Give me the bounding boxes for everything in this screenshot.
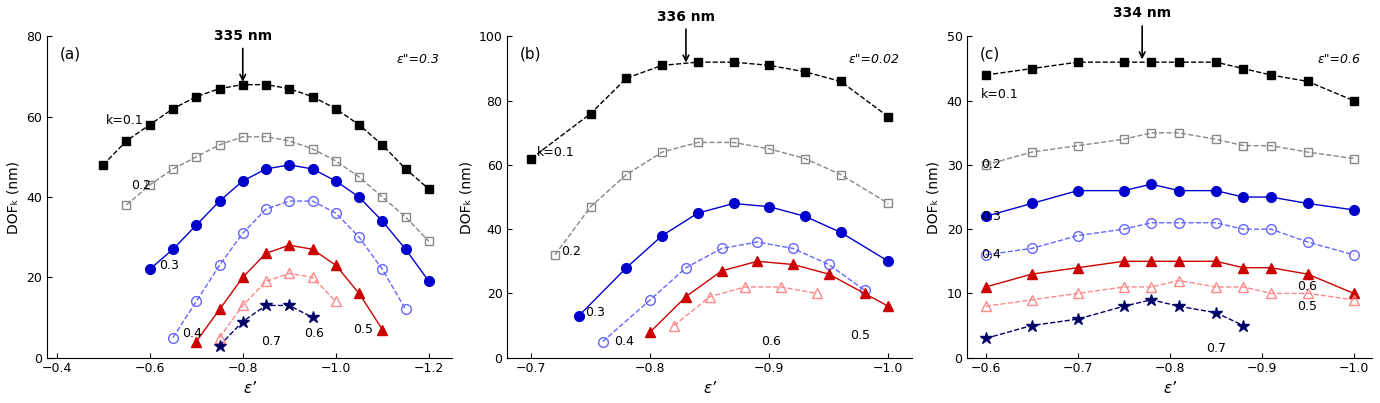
Text: k=0.1: k=0.1 xyxy=(981,88,1018,101)
Text: 0.7: 0.7 xyxy=(1206,341,1227,355)
Text: (a): (a) xyxy=(59,46,80,61)
X-axis label: ε’: ε’ xyxy=(704,381,716,396)
Text: 0.3: 0.3 xyxy=(159,259,179,272)
Text: 0.4: 0.4 xyxy=(182,327,201,340)
Text: (c): (c) xyxy=(980,46,999,61)
Y-axis label: DOFₖ (nm): DOFₖ (nm) xyxy=(927,160,941,234)
Text: 0.5: 0.5 xyxy=(353,323,373,336)
Text: 0.6: 0.6 xyxy=(762,335,781,348)
Text: 336 nm: 336 nm xyxy=(657,10,715,61)
X-axis label: ε’: ε’ xyxy=(1163,381,1176,396)
Text: 0.2: 0.2 xyxy=(560,245,581,258)
Text: 0.4: 0.4 xyxy=(614,335,635,348)
Text: 0.4: 0.4 xyxy=(981,248,1000,262)
Text: 334 nm: 334 nm xyxy=(1114,6,1172,58)
Text: k=0.1: k=0.1 xyxy=(105,114,144,127)
Text: 0.5: 0.5 xyxy=(1297,300,1317,313)
Text: ε"=0.02: ε"=0.02 xyxy=(849,52,900,66)
Text: ε"=0.3: ε"=0.3 xyxy=(397,52,440,66)
Text: 0.3: 0.3 xyxy=(981,210,1000,223)
Text: 0.7: 0.7 xyxy=(261,335,282,348)
Text: 0.5: 0.5 xyxy=(850,329,871,342)
Text: 0.2: 0.2 xyxy=(981,158,1000,171)
Y-axis label: DOFₖ (nm): DOFₖ (nm) xyxy=(7,160,21,234)
Text: (b): (b) xyxy=(519,46,541,61)
Text: 0.3: 0.3 xyxy=(585,306,604,319)
Text: 0.6: 0.6 xyxy=(1297,280,1317,293)
Text: 335 nm: 335 nm xyxy=(214,29,272,80)
Text: ε"=0.6: ε"=0.6 xyxy=(1317,52,1361,66)
Text: 0.2: 0.2 xyxy=(131,179,150,191)
X-axis label: ε’: ε’ xyxy=(243,381,257,396)
Y-axis label: DOFₖ (nm): DOFₖ (nm) xyxy=(460,160,473,234)
Text: k=0.1: k=0.1 xyxy=(537,145,575,159)
Text: 0.6: 0.6 xyxy=(305,327,324,340)
